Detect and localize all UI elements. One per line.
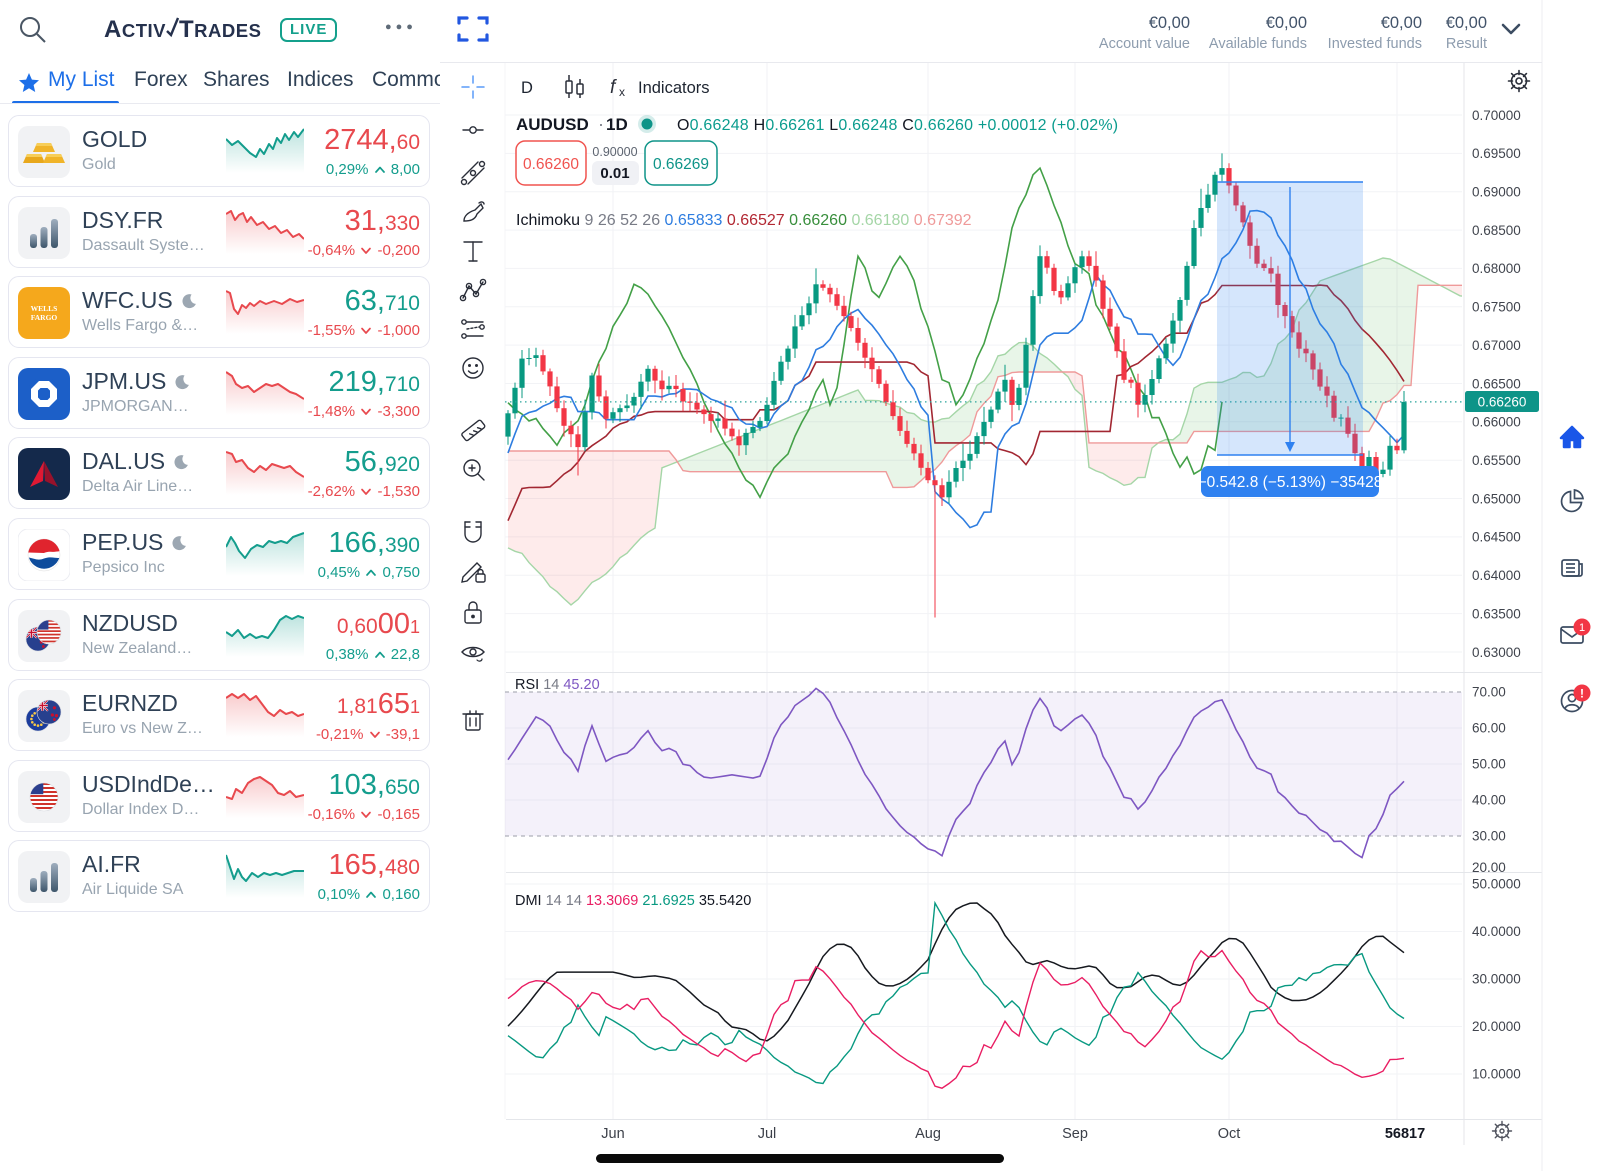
svg-text:40.0000: 40.0000 — [1472, 924, 1521, 939]
svg-text:€0,00: €0,00 — [1381, 14, 1422, 32]
svg-text:Indicators: Indicators — [638, 79, 710, 97]
svg-text:Jun: Jun — [601, 1126, 624, 1142]
svg-text:40.00: 40.00 — [1472, 793, 1506, 808]
svg-text:!: ! — [1580, 687, 1584, 701]
svg-text:0.64000: 0.64000 — [1472, 568, 1521, 583]
svg-text:0.66260: 0.66260 — [1478, 395, 1527, 410]
svg-text:0.66269: 0.66269 — [653, 156, 709, 173]
svg-text:Available funds: Available funds — [1209, 36, 1307, 52]
svg-text:−0.542.8 (−5.13%) −35428: −0.542.8 (−5.13%) −35428 — [1198, 474, 1383, 491]
svg-text:1: 1 — [1579, 622, 1585, 634]
svg-text:f: f — [610, 77, 617, 98]
svg-text:Jul: Jul — [758, 1126, 777, 1142]
svg-text:0.69000: 0.69000 — [1472, 185, 1521, 200]
svg-text:56817: 56817 — [1385, 1126, 1425, 1142]
svg-text:0.64500: 0.64500 — [1472, 530, 1521, 545]
svg-text:FARGO: FARGO — [31, 313, 58, 322]
svg-text:1D: 1D — [606, 115, 628, 134]
svg-text:Aug: Aug — [915, 1126, 941, 1142]
svg-text:Account value: Account value — [1099, 36, 1190, 52]
svg-text:60.00: 60.00 — [1472, 721, 1506, 736]
svg-text:DMI 14 14 13.3069 21.6925 35.: DMI 14 14 13.3069 21.6925 35.5420 — [515, 893, 751, 909]
svg-text:€0,00: €0,00 — [1149, 14, 1190, 32]
svg-text:70.00: 70.00 — [1472, 685, 1506, 700]
svg-text:€0,00: €0,00 — [1446, 14, 1487, 32]
svg-text:0.66260: 0.66260 — [523, 156, 579, 173]
svg-text:0.66000: 0.66000 — [1472, 415, 1521, 430]
svg-text:0.70000: 0.70000 — [1472, 108, 1521, 123]
svg-text:0.68500: 0.68500 — [1472, 223, 1521, 238]
svg-text:Ichimoku 9 26 52 26 0.65833: Ichimoku 9 26 52 26 0.65833 0.66527 0.66… — [516, 212, 972, 229]
svg-text:0.68000: 0.68000 — [1472, 261, 1521, 276]
svg-text:RSI 14 45.20: RSI 14 45.20 — [515, 677, 600, 693]
svg-text:50.0000: 50.0000 — [1472, 877, 1521, 892]
svg-text:WELLS: WELLS — [31, 304, 58, 313]
svg-text:20.0000: 20.0000 — [1472, 1019, 1521, 1034]
svg-text:Oct: Oct — [1218, 1126, 1241, 1142]
svg-text:30.00: 30.00 — [1472, 829, 1506, 844]
svg-text:0.67500: 0.67500 — [1472, 300, 1521, 315]
svg-text:·: · — [598, 114, 604, 134]
svg-text:O0.66248 H0.66261 L0.66248 C0.: O0.66248 H0.66261 L0.66248 C0.66260 +0.0… — [677, 117, 1118, 134]
svg-text:0.65000: 0.65000 — [1472, 491, 1521, 506]
svg-text:x: x — [619, 85, 625, 99]
svg-text:0.65500: 0.65500 — [1472, 453, 1521, 468]
svg-text:0.69500: 0.69500 — [1472, 146, 1521, 161]
svg-text:0.63500: 0.63500 — [1472, 606, 1521, 621]
svg-text:€0,00: €0,00 — [1266, 14, 1307, 32]
svg-text:D: D — [521, 79, 533, 97]
svg-text:Sep: Sep — [1062, 1126, 1088, 1142]
svg-text:50.00: 50.00 — [1472, 757, 1506, 772]
svg-text:0.90000: 0.90000 — [592, 145, 637, 159]
svg-text:0.67000: 0.67000 — [1472, 338, 1521, 353]
svg-text:0.01: 0.01 — [600, 165, 629, 182]
svg-text:AUDUSD: AUDUSD — [516, 115, 589, 134]
svg-text:Invested funds: Invested funds — [1328, 36, 1422, 52]
svg-text:10.0000: 10.0000 — [1472, 1067, 1521, 1082]
svg-text:30.0000: 30.0000 — [1472, 972, 1521, 987]
svg-text:0.63000: 0.63000 — [1472, 645, 1521, 660]
svg-text:0.66500: 0.66500 — [1472, 376, 1521, 391]
svg-text:Result: Result — [1446, 36, 1487, 52]
svg-text:20.00: 20.00 — [1472, 860, 1506, 875]
